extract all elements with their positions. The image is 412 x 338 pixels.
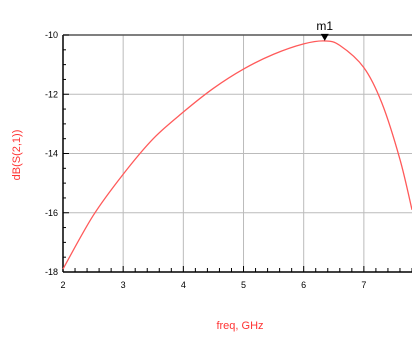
marker-layer: m1 [316, 19, 333, 41]
x-tick-label: 4 [181, 280, 186, 290]
series-line-0 [62, 40, 412, 270]
y-axis-label: dB(S(2,1)) [11, 130, 23, 181]
x-tick-label: 7 [361, 280, 366, 290]
tick-marks [62, 34, 412, 273]
x-tick-label: 2 [60, 280, 65, 290]
y-tick-labels: -10 -12 -14 -16 -18 [45, 30, 58, 277]
marker-label: m1 [316, 19, 333, 33]
x-tick-labels: 2 3 4 5 6 7 [60, 280, 366, 290]
grid [63, 35, 412, 272]
series-layer [62, 40, 412, 270]
x-tick-label: 5 [241, 280, 246, 290]
y-tick-label: -12 [45, 89, 58, 99]
y-tick-label: -18 [45, 267, 58, 277]
x-axis-label: freq, GHz [216, 320, 263, 332]
marker-triangle [320, 33, 329, 41]
x-tick-label: 6 [301, 280, 306, 290]
x-tick-label: 3 [121, 280, 126, 290]
y-tick-label: -10 [45, 30, 58, 40]
y-tick-label: -16 [45, 208, 58, 218]
y-tick-label: -14 [45, 149, 58, 159]
